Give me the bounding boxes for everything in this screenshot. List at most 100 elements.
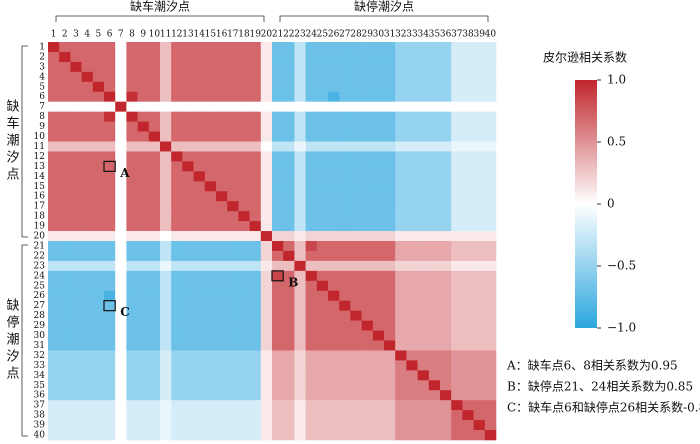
heatmap-cell bbox=[361, 270, 374, 282]
heatmap-cell bbox=[182, 191, 194, 202]
heatmap-cell bbox=[417, 350, 430, 361]
heatmap-cell bbox=[395, 250, 407, 262]
heatmap-cell bbox=[204, 111, 217, 122]
heatmap-cell bbox=[70, 42, 82, 53]
heatmap-cell bbox=[148, 330, 161, 341]
heatmap-cell bbox=[417, 221, 430, 232]
heatmap-cell bbox=[216, 280, 228, 292]
heatmap-cell bbox=[406, 390, 418, 401]
heatmap-cell bbox=[406, 350, 418, 361]
heatmap-cell bbox=[182, 42, 194, 53]
heatmap-cell bbox=[238, 400, 250, 411]
heatmap-cell bbox=[462, 430, 474, 441]
heatmap-cell bbox=[451, 61, 463, 73]
heatmap-cell bbox=[48, 410, 60, 421]
heatmap-cell bbox=[417, 270, 430, 282]
heatmap-cell bbox=[328, 320, 340, 331]
heatmap-cell bbox=[249, 400, 262, 411]
heatmap-cell bbox=[272, 221, 284, 232]
heatmap-cell bbox=[406, 330, 418, 341]
heatmap-cell bbox=[137, 181, 150, 192]
heatmap-cell bbox=[406, 151, 418, 162]
heatmap-cell bbox=[48, 161, 60, 172]
heatmap-cell bbox=[238, 51, 250, 63]
heatmap-cell bbox=[428, 310, 441, 321]
heatmap-cell bbox=[350, 241, 362, 252]
heatmap-cell bbox=[92, 420, 105, 431]
x-tick-label: 12 bbox=[171, 30, 182, 40]
heatmap-cell bbox=[339, 191, 351, 202]
heatmap-cell bbox=[126, 290, 138, 301]
heatmap-cell bbox=[104, 211, 116, 222]
heatmap-cell bbox=[417, 191, 430, 202]
heatmap-cell bbox=[92, 101, 105, 112]
heatmap-cell bbox=[361, 330, 374, 341]
heatmap-cell bbox=[473, 250, 486, 262]
heatmap-cell bbox=[137, 161, 150, 172]
heatmap-cell bbox=[104, 121, 116, 132]
heatmap-cell bbox=[81, 42, 94, 53]
heatmap-cell bbox=[92, 161, 105, 172]
heatmap-cell bbox=[160, 400, 172, 411]
heatmap-cell bbox=[305, 221, 318, 232]
heatmap-cell bbox=[350, 360, 362, 371]
heatmap-cell bbox=[428, 161, 441, 172]
heatmap-cell bbox=[70, 390, 82, 401]
heatmap-cell bbox=[126, 430, 138, 441]
heatmap-cell bbox=[283, 131, 295, 142]
heatmap-cell bbox=[104, 360, 116, 371]
y-tick-label: 10 bbox=[34, 132, 46, 142]
group-label: 缺停潮汐点 bbox=[4, 298, 20, 383]
heatmap-cell bbox=[216, 380, 228, 391]
heatmap-cell bbox=[451, 320, 463, 331]
heatmap-cell bbox=[417, 42, 430, 53]
heatmap-cell bbox=[328, 280, 340, 292]
heatmap-cell bbox=[283, 201, 295, 212]
heatmap-cell bbox=[81, 290, 94, 301]
heatmap-cell bbox=[148, 101, 161, 112]
heatmap-cell bbox=[395, 400, 407, 411]
heatmap-cell bbox=[305, 111, 318, 122]
heatmap-cell bbox=[451, 42, 463, 53]
heatmap-cell bbox=[328, 290, 340, 301]
heatmap-cell bbox=[462, 231, 474, 242]
heatmap-cell bbox=[193, 181, 206, 192]
heatmap-cell bbox=[462, 61, 474, 73]
heatmap-cell bbox=[372, 61, 385, 73]
heatmap-cell bbox=[260, 51, 273, 63]
heatmap-cell bbox=[48, 300, 60, 311]
heatmap-cell bbox=[92, 221, 105, 232]
heatmap-cell bbox=[238, 280, 250, 292]
heatmap-cell bbox=[395, 61, 407, 73]
heatmap-cell bbox=[115, 340, 127, 351]
heatmap-cell bbox=[48, 380, 60, 391]
heatmap-cell bbox=[361, 310, 374, 321]
x-tick-label: 9 bbox=[140, 30, 146, 40]
heatmap-cell bbox=[372, 430, 385, 441]
heatmap-cell bbox=[283, 290, 295, 301]
heatmap-cell bbox=[339, 260, 351, 272]
heatmap-cell bbox=[328, 231, 340, 242]
heatmap-cell bbox=[126, 71, 138, 83]
heatmap-cell bbox=[316, 400, 329, 411]
heatmap-cell bbox=[70, 71, 82, 83]
heatmap-cell bbox=[283, 71, 295, 83]
heatmap-cell bbox=[104, 91, 116, 102]
heatmap-cell bbox=[59, 141, 71, 152]
heatmap-cell bbox=[328, 171, 340, 182]
heatmap-cell bbox=[328, 241, 340, 252]
x-tick-label: 23 bbox=[294, 30, 306, 40]
heatmap-cell bbox=[395, 191, 407, 202]
heatmap-cell bbox=[137, 340, 150, 351]
heatmap-cell bbox=[182, 420, 194, 431]
heatmap-cell bbox=[316, 211, 329, 222]
heatmap-cell bbox=[384, 241, 396, 252]
heatmap-cell bbox=[462, 111, 474, 122]
heatmap-cell bbox=[339, 231, 351, 242]
heatmap-cell bbox=[148, 111, 161, 122]
heatmap-cell bbox=[305, 131, 318, 142]
heatmap-cell bbox=[294, 310, 306, 321]
heatmap-cell bbox=[384, 250, 396, 262]
heatmap-cell bbox=[428, 270, 441, 282]
heatmap-cell bbox=[305, 320, 318, 331]
